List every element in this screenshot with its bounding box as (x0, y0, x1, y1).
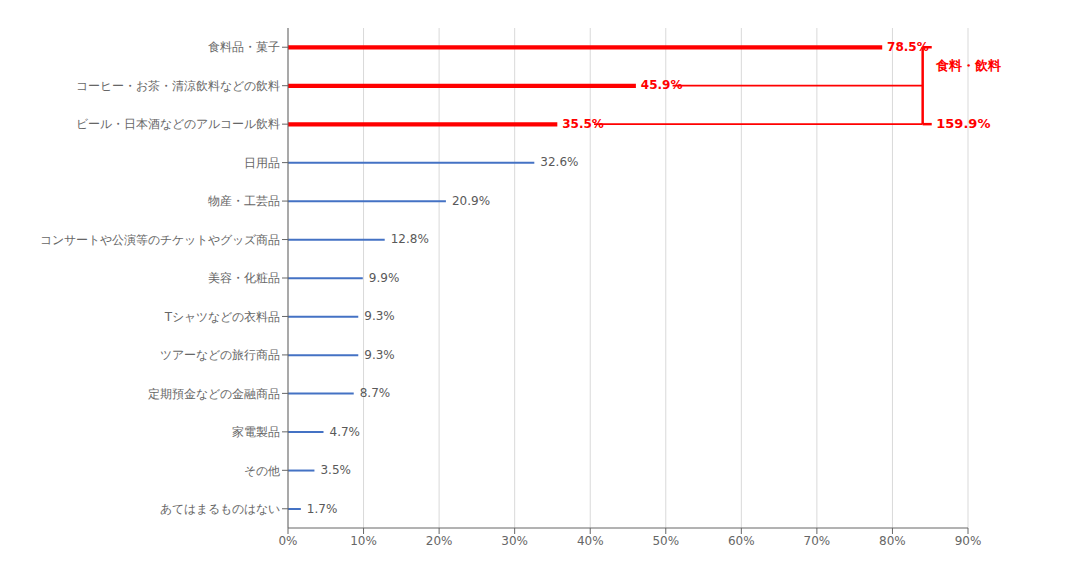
svg-text:35.5%: 35.5% (562, 117, 604, 131)
svg-text:0%: 0% (278, 534, 297, 548)
svg-text:40%: 40% (577, 534, 604, 548)
svg-text:159.9%: 159.9% (936, 116, 990, 131)
svg-text:定期預金などの金融商品: 定期預金などの金融商品 (148, 387, 280, 401)
svg-text:70%: 70% (804, 534, 831, 548)
svg-text:45.9%: 45.9% (641, 78, 683, 92)
svg-text:90%: 90% (955, 534, 982, 548)
svg-text:50%: 50% (652, 534, 679, 548)
svg-text:食料・飲料: 食料・飲料 (935, 58, 1001, 73)
svg-text:ビール・日本酒などのアルコール飲料: ビール・日本酒などのアルコール飲料 (76, 117, 280, 131)
svg-text:60%: 60% (728, 534, 755, 548)
svg-text:物産・工芸品: 物産・工芸品 (208, 194, 280, 208)
svg-text:9.3%: 9.3% (364, 309, 395, 323)
svg-text:12.8%: 12.8% (391, 232, 429, 246)
svg-text:9.3%: 9.3% (364, 348, 395, 362)
svg-text:32.6%: 32.6% (540, 155, 578, 169)
svg-text:コーヒー・お茶・清涼飲料などの飲料: コーヒー・お茶・清涼飲料などの飲料 (76, 79, 280, 93)
svg-text:20%: 20% (426, 534, 453, 548)
svg-text:80%: 80% (879, 534, 906, 548)
svg-text:その他: その他 (244, 464, 280, 478)
svg-text:食料品・菓子: 食料品・菓子 (208, 40, 280, 54)
svg-text:9.9%: 9.9% (369, 271, 400, 285)
svg-text:日用品: 日用品 (244, 156, 280, 170)
svg-text:ツアーなどの旅行商品: ツアーなどの旅行商品 (160, 348, 280, 362)
svg-text:あてはまるものはない: あてはまるものはない (160, 502, 280, 516)
svg-text:20.9%: 20.9% (452, 194, 490, 208)
svg-text:78.5%: 78.5% (887, 40, 929, 54)
svg-text:4.7%: 4.7% (330, 425, 361, 439)
svg-text:美容・化粧品: 美容・化粧品 (208, 271, 280, 285)
svg-text:8.7%: 8.7% (360, 386, 391, 400)
svg-text:30%: 30% (501, 534, 528, 548)
svg-text:1.7%: 1.7% (307, 502, 338, 516)
svg-text:Tシャツなどの衣料品: Tシャツなどの衣料品 (164, 310, 280, 324)
svg-text:10%: 10% (350, 534, 377, 548)
svg-text:家電製品: 家電製品 (232, 425, 280, 439)
svg-text:3.5%: 3.5% (320, 463, 351, 477)
svg-text:コンサートや公演等のチケットやグッズ商品: コンサートや公演等のチケットやグッズ商品 (40, 233, 280, 247)
